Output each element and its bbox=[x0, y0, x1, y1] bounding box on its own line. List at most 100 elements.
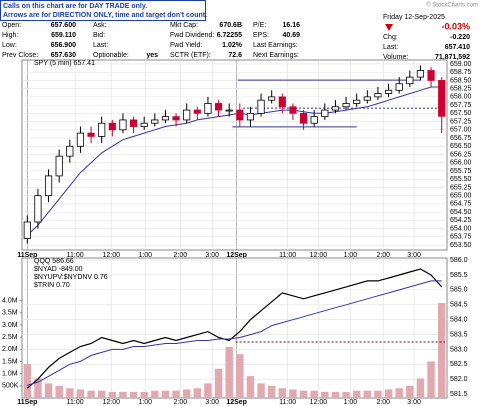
candle-body bbox=[363, 96, 371, 101]
volume-bar bbox=[363, 390, 372, 398]
candle-body bbox=[119, 119, 127, 131]
x-tick-label: 2:00 bbox=[376, 399, 390, 406]
field-label: Open: bbox=[2, 22, 21, 29]
x-tick-label: 11:00 bbox=[67, 399, 84, 406]
candle-body bbox=[183, 109, 191, 121]
x-tick-label: 3:00 bbox=[205, 399, 219, 406]
y-tick-label: 1.0M bbox=[2, 370, 18, 377]
field-label: P/E: bbox=[253, 22, 266, 29]
y-tick-label: 4.0M bbox=[2, 297, 18, 304]
volume-bar bbox=[374, 390, 382, 398]
candle-body bbox=[44, 175, 53, 197]
candle-body bbox=[161, 116, 170, 121]
y-tick-label: 2.0M bbox=[2, 346, 18, 353]
y2-tick-label: 584.0 bbox=[450, 317, 468, 324]
volume-bar bbox=[267, 385, 276, 398]
candle-body bbox=[108, 122, 116, 131]
y-tick-label: 658.75 bbox=[450, 69, 472, 76]
field-value: yes bbox=[146, 52, 158, 59]
down-arrow bbox=[385, 24, 393, 31]
volume-bar bbox=[151, 390, 159, 398]
volume-bar bbox=[395, 388, 403, 398]
x-tick-label: 1:00 bbox=[344, 399, 358, 406]
volume-bar bbox=[225, 346, 233, 398]
y2-tick-label: 585.0 bbox=[450, 287, 468, 294]
legend-label: SPY (5 min) 657.41 bbox=[34, 60, 95, 67]
field-value: 659.110 bbox=[51, 32, 76, 39]
volume-bar bbox=[406, 385, 414, 398]
field-label: Bid: bbox=[93, 32, 105, 39]
y-tick-label: 500K bbox=[2, 383, 19, 390]
candle-body bbox=[98, 122, 106, 137]
volume-bar bbox=[257, 383, 265, 398]
volume-bar bbox=[97, 390, 106, 398]
volume-bar bbox=[342, 391, 350, 398]
field-value: 670.6B bbox=[219, 22, 242, 29]
candle-body bbox=[87, 132, 95, 137]
note-line: Calls on this chart are for DAY TRADE on… bbox=[3, 3, 147, 10]
volume-bar bbox=[34, 378, 42, 398]
candle-body bbox=[268, 96, 276, 101]
legend-label: QQQ 586.66 bbox=[34, 258, 74, 265]
field-value: 72.6 bbox=[228, 52, 242, 59]
candle-body bbox=[321, 109, 329, 118]
field-value: 657.630 bbox=[51, 52, 76, 59]
candle-body bbox=[416, 70, 425, 78]
field-label: Mkt Cap: bbox=[170, 22, 198, 29]
y2-tick-label: 582.0 bbox=[450, 376, 468, 383]
y-tick-label: 656.00 bbox=[450, 160, 472, 167]
y2-tick-label: 581.5 bbox=[450, 391, 468, 398]
copyright: © StockCharts.com bbox=[426, 2, 478, 9]
y-tick-label: 654.50 bbox=[450, 209, 472, 216]
volume-bar bbox=[76, 389, 85, 398]
candle-body bbox=[395, 83, 403, 91]
candle-body bbox=[342, 103, 350, 108]
candle-body bbox=[374, 93, 382, 98]
change-percent: -0.03% bbox=[441, 21, 470, 31]
legend-label: $TRIN 0.70 bbox=[34, 282, 70, 289]
series-line bbox=[27, 280, 442, 386]
volume-bar bbox=[352, 390, 361, 398]
y-tick-label: 654.25 bbox=[450, 217, 472, 224]
volume-bar bbox=[299, 390, 308, 398]
volume-bar bbox=[140, 391, 148, 398]
field-label: Fwd Yield: bbox=[170, 42, 202, 49]
y-tick-label: 657.75 bbox=[450, 102, 472, 109]
candle-body bbox=[353, 99, 361, 104]
quote-value: 71,871,592 bbox=[435, 54, 470, 61]
field-label: Last: bbox=[93, 42, 108, 49]
candle-body bbox=[289, 106, 297, 114]
x-tick-label: 12:00 bbox=[310, 252, 328, 259]
y-tick-label: 1.5M bbox=[2, 358, 18, 365]
y2-tick-label: 583.5 bbox=[450, 331, 468, 338]
volume-bar bbox=[416, 378, 425, 398]
x-tick-label: 11:00 bbox=[279, 399, 296, 406]
y-tick-label: 659.00 bbox=[450, 61, 472, 68]
y-tick-label: 656.25 bbox=[450, 151, 472, 158]
candle-body bbox=[76, 132, 85, 147]
quote-label: Volume: bbox=[383, 54, 408, 61]
field-value: 16.16 bbox=[282, 22, 300, 29]
y-tick-label: 658.25 bbox=[450, 85, 472, 92]
candle-body bbox=[331, 106, 340, 111]
volume-bar bbox=[427, 361, 435, 398]
field-label: Last Earnings: bbox=[253, 42, 298, 49]
volume-bar bbox=[289, 389, 297, 398]
x-tick-label: 12:00 bbox=[102, 399, 120, 406]
y-tick-label: 653.75 bbox=[450, 234, 472, 241]
y-tick-label: 657.25 bbox=[450, 118, 472, 125]
candle-body bbox=[278, 96, 286, 108]
note-line: Arrows are for DIRECTION ONLY, time and … bbox=[3, 12, 207, 19]
y2-tick-label: 583.0 bbox=[450, 346, 468, 353]
volume-bar bbox=[278, 388, 287, 398]
volume-bar bbox=[87, 390, 95, 398]
legend-label: $NYAD -849.00 bbox=[34, 266, 83, 273]
x-tick-label: 3:00 bbox=[407, 252, 421, 259]
y-tick-label: 653.50 bbox=[450, 242, 472, 249]
candle-body bbox=[384, 89, 393, 94]
field-label: Low: bbox=[2, 42, 17, 49]
field-label: High: bbox=[2, 32, 18, 39]
y-tick-label: 2.5M bbox=[2, 334, 18, 341]
candle-body bbox=[23, 221, 31, 239]
y-tick-label: 658.50 bbox=[450, 77, 472, 84]
